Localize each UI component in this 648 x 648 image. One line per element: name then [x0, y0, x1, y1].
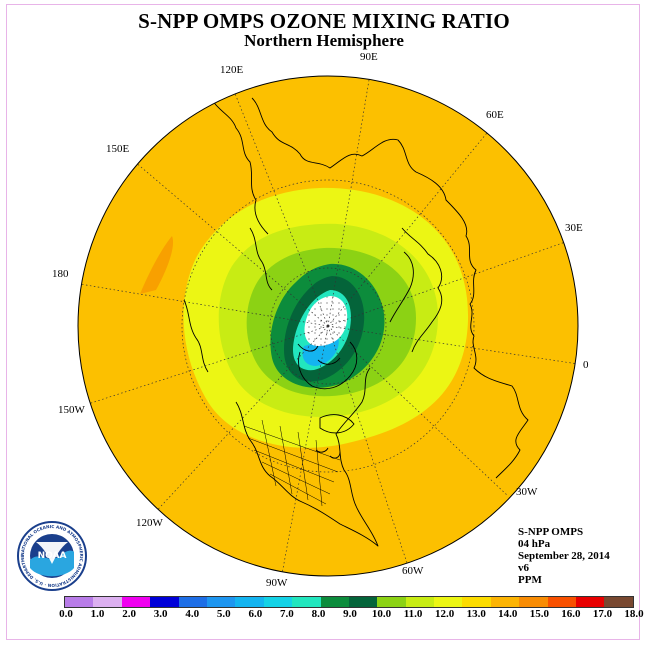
noaa-logo: NATIONAL OCEANIC AND ATMOSPHERIC ADMINIS…: [16, 520, 87, 591]
colorbar-swatch: [377, 597, 406, 607]
colorbar-swatch: [150, 597, 179, 607]
colorbar-swatch: [235, 597, 264, 607]
colorbar-swatch: [121, 597, 151, 607]
colorbar-ticks: 0.0 1.0 2.0 3.0 4.0 5.0 6.0 7.0 8.0 9.0 10.0 11.0 12…: [0, 608, 648, 622]
pressure-label: 04 hPa: [518, 538, 551, 550]
version-label: v6: [518, 562, 529, 574]
colorbar-tick-label: 5.0: [216, 608, 231, 620]
colorbar-swatch: [576, 597, 605, 607]
colorbar-swatch: [348, 597, 378, 607]
colorbar-swatch: [292, 597, 321, 607]
colorbar-swatch: [604, 597, 633, 607]
colorbar-swatch: [519, 597, 548, 607]
ozone-high-lobe: [140, 236, 174, 294]
dataset-info: S-NPP OMPS 04 hPa September 28, 2014 v6 …: [518, 526, 610, 586]
colorbar-swatch: [206, 597, 236, 607]
lon-label-60e: 60E: [486, 109, 504, 121]
colorbar-swatch: [490, 597, 520, 607]
lon-label-90w: 90W: [266, 577, 288, 589]
colorbar-tick-label: 17.0: [592, 608, 613, 620]
lon-label-150e: 150E: [106, 143, 130, 155]
date-label: September 28, 2014: [518, 550, 610, 562]
map-subtitle: Northern Hemisphere: [244, 31, 404, 50]
arctic-islands: [297, 343, 341, 365]
scandinavia-coastline: [389, 251, 414, 323]
lon-label-90e: 90E: [360, 51, 378, 63]
lon-label-0: 0: [583, 359, 589, 371]
lon-label-120w: 120W: [136, 517, 163, 529]
colorbar-swatch: [263, 597, 293, 607]
colorbar-tick-label: 3.0: [153, 608, 168, 620]
colorbar-tick-label: 15.0: [529, 608, 549, 620]
kamchatka-coastline: [249, 227, 273, 291]
colorbar-tick-label: 11.0: [403, 608, 423, 620]
lon-label-180: 180: [52, 268, 69, 280]
instrument-label: S-NPP OMPS: [518, 526, 584, 538]
colorbar-swatch: [462, 597, 491, 607]
graticule: [79, 76, 578, 575]
lon-label-60w: 60W: [402, 565, 424, 577]
hudson-bay-coastline: [319, 414, 355, 434]
colorbar-tick-label: 4.0: [185, 608, 200, 620]
us-state-borders: [243, 419, 341, 507]
colorbar-tick-label: 10.0: [371, 608, 392, 620]
coastlines: [183, 97, 529, 547]
plot-frame: [6, 4, 640, 640]
colorbar-tick-label: 1.0: [90, 608, 105, 620]
eurasia-coastline: [251, 97, 529, 479]
greenland-coastline: [298, 341, 358, 390]
colorbar-swatch: [178, 597, 207, 607]
colorbar-tick-label: 14.0: [498, 608, 518, 620]
colorbar-tick-label: 9.0: [343, 608, 357, 620]
map-title: S-NPP OMPS OZONE MIXING RATIO: [138, 9, 510, 33]
colorbar-swatch: [434, 597, 463, 607]
colorbar-tick-label: 8.0: [311, 608, 326, 620]
colorbar-swatch: [65, 597, 94, 607]
colorbar-tick-label: 6.0: [248, 608, 263, 620]
colorbar-tick-label: 7.0: [280, 608, 294, 620]
noaa-logo-text: NOAA: [38, 551, 67, 561]
europe-coastline: [401, 227, 443, 353]
colorbar-tick-label: 2.0: [122, 608, 136, 620]
lon-label-150w: 150W: [58, 404, 85, 416]
colorbar-tick-label: 18.0: [624, 608, 644, 620]
china-coastline: [183, 299, 209, 373]
lon-label-30w: 30W: [516, 486, 538, 498]
map-boundary: [77, 75, 579, 577]
colorbar-swatch: [547, 597, 577, 607]
colorbar-tick-label: 12.0: [435, 608, 455, 620]
colorbar-swatch: [320, 597, 349, 607]
colorbar-swatch: [405, 597, 435, 607]
units-label: PPM: [518, 574, 542, 586]
colorbar-tick-label: 0.0: [59, 608, 73, 620]
lon-label-30e: 30E: [565, 222, 583, 234]
colorbar: [64, 596, 634, 608]
lon-label-120e: 120E: [220, 64, 244, 76]
asia-pacific-coastline: [211, 99, 269, 235]
colorbar-tick-label: 13.0: [466, 608, 486, 620]
colorbar-swatch: [93, 597, 122, 607]
north-america-coastline: [235, 367, 379, 547]
colorbar-tick-label: 16.0: [561, 608, 581, 620]
